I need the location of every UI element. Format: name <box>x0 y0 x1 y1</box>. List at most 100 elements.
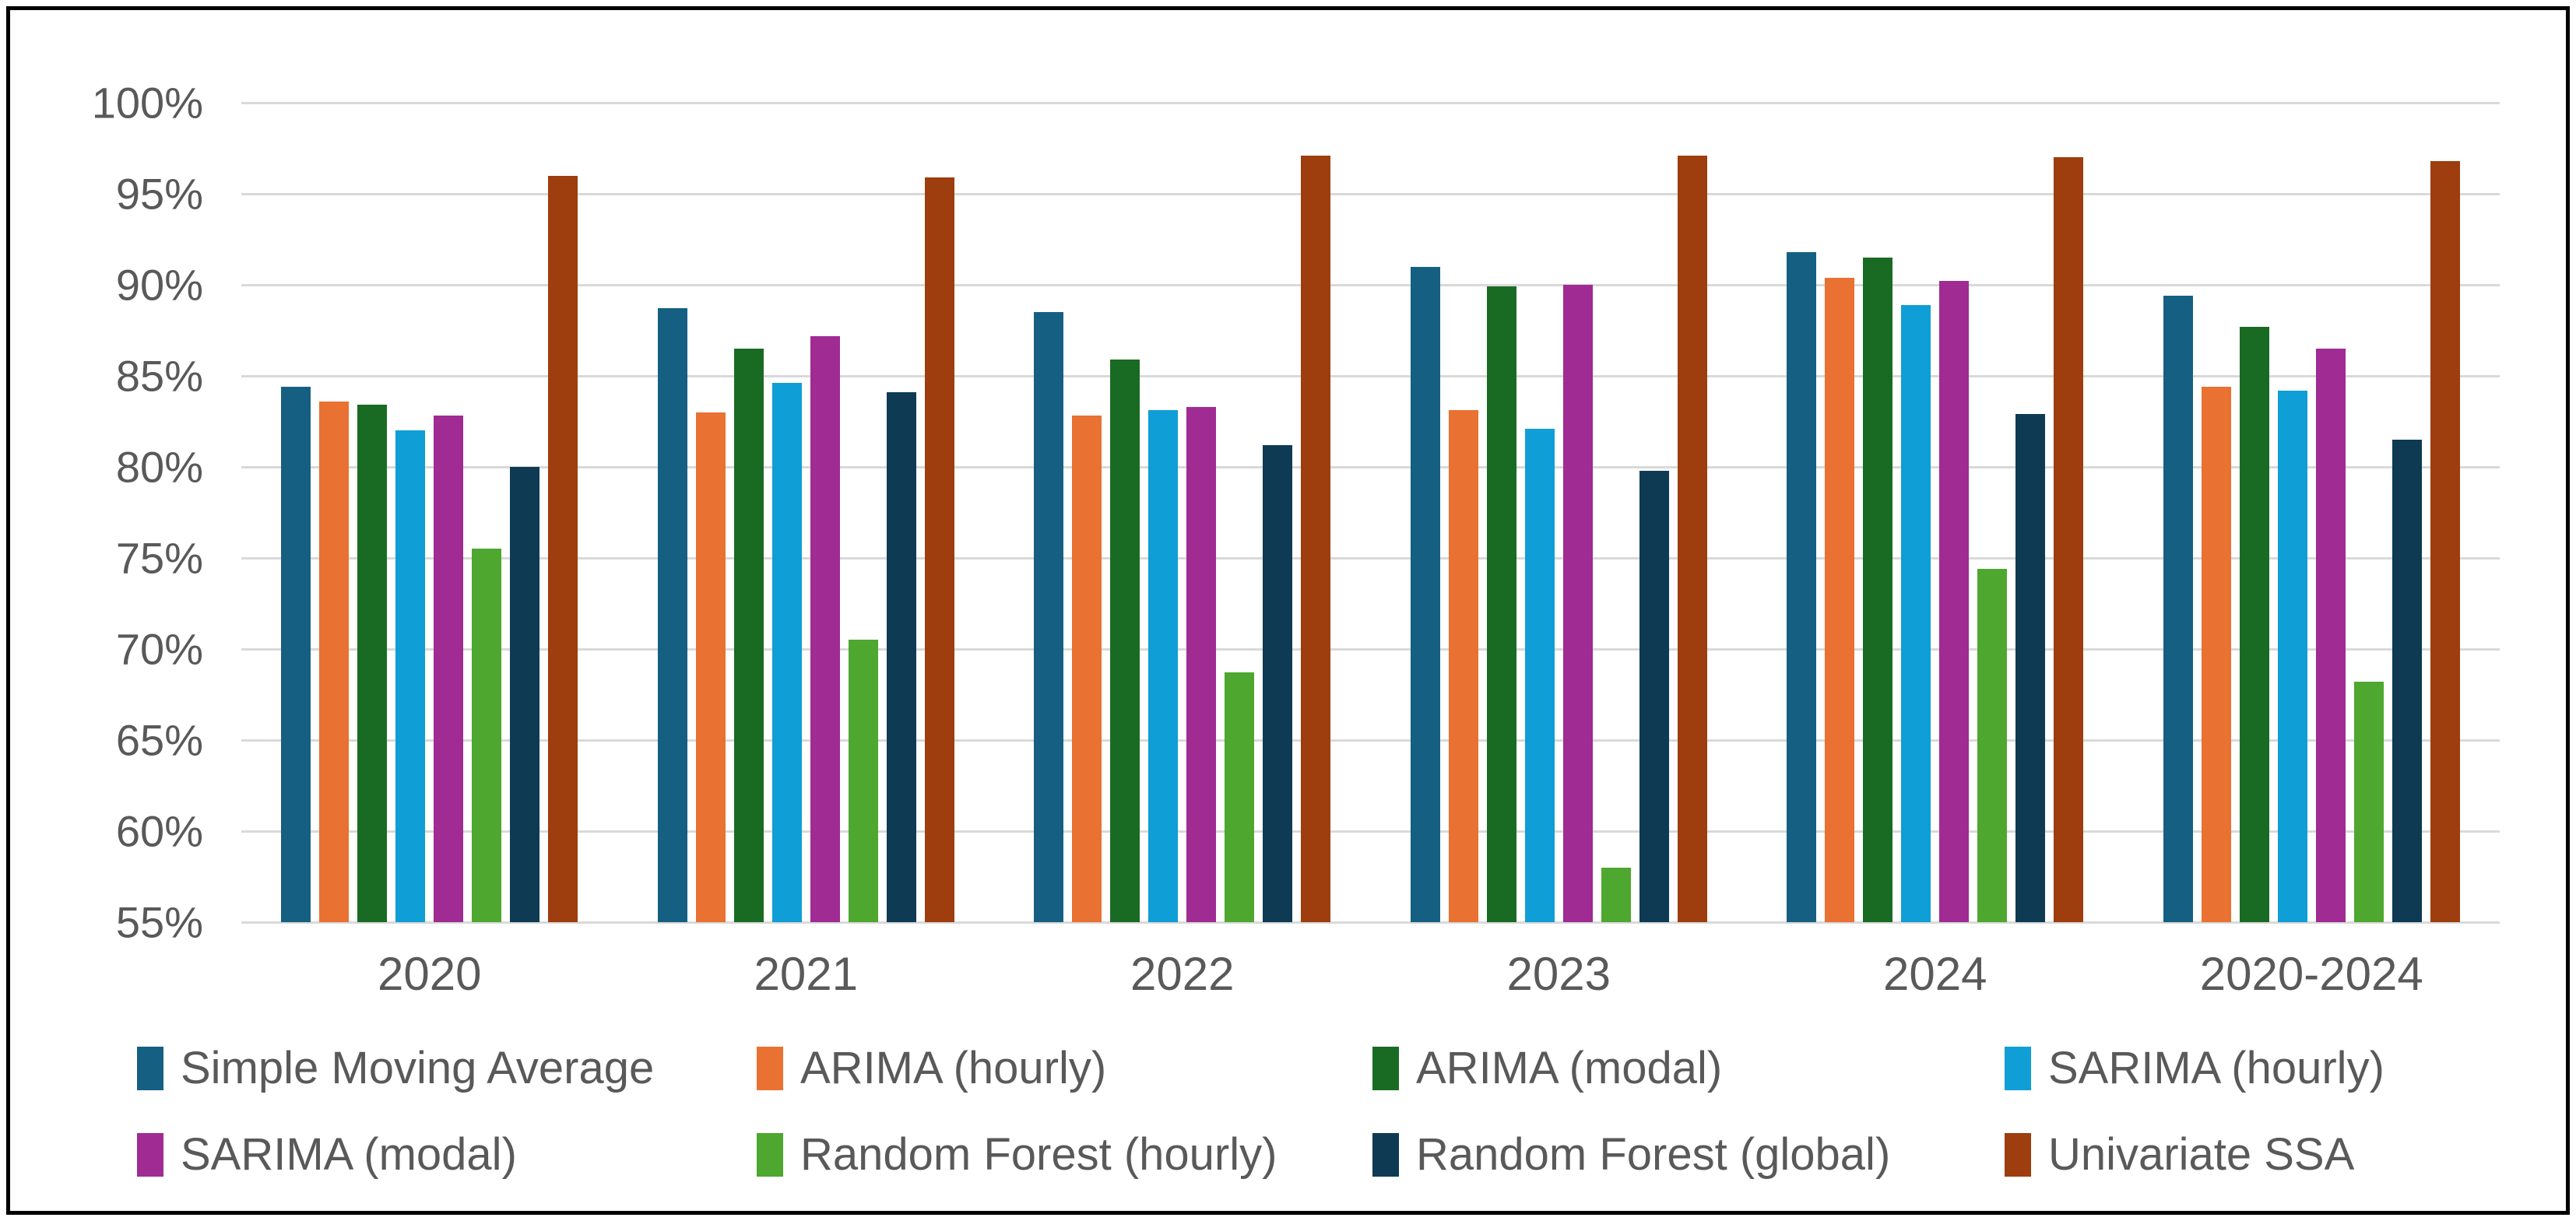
y-tick-label: 80% <box>115 442 203 492</box>
bar-simple-moving-average-2022 <box>1034 312 1064 922</box>
bar-random-forest-global-2020 <box>510 467 540 922</box>
bar-arima-modal-2024 <box>1863 257 1893 922</box>
chart-frame: 100% 95% 90% 85% 80% 75% 70% 65% 60% 55% 2020 2021… <box>6 6 2570 1215</box>
legend-item-label: ARIMA (hourly) <box>800 1043 1107 1093</box>
legend-item-sarima-modal: SARIMA (modal) <box>137 1128 757 1181</box>
bar-group-2022 <box>994 103 1371 922</box>
y-tick-label: 60% <box>115 806 203 856</box>
x-category-label: 2022 <box>1130 948 1235 1000</box>
bar-simple-moving-average-2023 <box>1410 266 1440 922</box>
bar-group-2020 <box>241 103 618 922</box>
bar-sarima-modal-2022 <box>1186 406 1217 922</box>
bar-random-forest-hourly-2021 <box>848 640 878 922</box>
legend-item-arima-hourly: ARIMA (hourly) <box>757 1042 1372 1094</box>
bar-random-forest-hourly-2022 <box>1225 672 1255 922</box>
gridline <box>241 102 2500 104</box>
x-category-label: 2023 <box>1506 948 1611 1000</box>
bar-group-2023 <box>1371 103 1748 922</box>
bar-arima-hourly-2020-2024 <box>2201 387 2231 922</box>
legend-item-label: SARIMA (hourly) <box>2048 1043 2384 1093</box>
y-tick-label: 70% <box>115 624 203 674</box>
legend-item-label: ARIMA (modal) <box>1416 1043 1723 1093</box>
gridline <box>241 739 2500 742</box>
bar-simple-moving-average-2021 <box>657 308 687 922</box>
y-tick-label: 65% <box>115 715 203 765</box>
bar-sarima-modal-2021 <box>810 335 840 922</box>
bar-simple-moving-average-2024 <box>1787 251 1817 922</box>
bar-random-forest-hourly-2020-2024 <box>2353 682 2384 922</box>
bar-sarima-hourly-2021 <box>771 383 802 922</box>
bar-univariate-ssa-2021 <box>924 177 954 922</box>
y-tick-label: 100% <box>91 78 203 128</box>
bar-univariate-ssa-2022 <box>1301 155 1331 922</box>
y-tick-label: 55% <box>115 897 203 947</box>
y-axis-labels: 100% 95% 90% 85% 80% 75% 70% 65% 60% 55% <box>10 79 214 947</box>
gridline <box>241 284 2500 286</box>
x-category-label: 2024 <box>1883 948 1987 1000</box>
legend-item-random-forest-hourly: Random Forest (hourly) <box>757 1128 1372 1181</box>
legend-item-random-forest-global: Random Forest (global) <box>1372 1128 2005 1181</box>
bar-univariate-ssa-2023 <box>1677 155 1707 922</box>
bar-group-2020-2024 <box>2124 103 2500 922</box>
y-tick-label: 85% <box>115 351 203 401</box>
bar-sarima-modal-2024 <box>1939 281 1970 922</box>
x-axis-labels: 2020 2021 2022 2023 2024 2020-2024 <box>241 947 2500 1009</box>
bar-sarima-hourly-2024 <box>1901 304 1931 922</box>
y-tick-label: 75% <box>115 533 203 583</box>
bar-sarima-hourly-2020 <box>395 430 426 922</box>
gridline <box>241 375 2500 377</box>
legend-item-sarima-hourly: SARIMA (hourly) <box>2005 1042 2535 1094</box>
legend-swatch-icon <box>2005 1046 2031 1090</box>
gridline <box>241 193 2500 195</box>
bar-sarima-modal-2020-2024 <box>2315 348 2346 922</box>
bar-arima-hourly-2021 <box>695 412 726 922</box>
legend-swatch-icon <box>137 1132 163 1177</box>
gridline <box>241 557 2500 560</box>
legend-swatch-icon <box>137 1046 163 1090</box>
x-category-label: 2021 <box>754 948 858 1000</box>
bar-random-forest-global-2023 <box>1639 470 1669 922</box>
bar-sarima-hourly-2022 <box>1148 410 1179 922</box>
legend-swatch-icon <box>2005 1132 2031 1177</box>
bar-univariate-ssa-2020-2024 <box>2430 160 2460 922</box>
y-tick-label: 95% <box>115 169 203 219</box>
legend-item-label: Random Forest (global) <box>1416 1129 1891 1180</box>
gridline <box>241 466 2500 468</box>
bar-arima-modal-2023 <box>1486 286 1516 922</box>
bar-sarima-modal-2020 <box>434 416 464 922</box>
legend-item-label: Random Forest (hourly) <box>800 1129 1277 1180</box>
legend-swatch-icon <box>1372 1132 1399 1177</box>
legend-item-label: Simple Moving Average <box>181 1043 655 1093</box>
bar-random-forest-global-2020-2024 <box>2391 439 2422 922</box>
gridline <box>241 648 2500 651</box>
gridline <box>241 830 2500 833</box>
bar-group-2024 <box>1747 103 2124 922</box>
bar-arima-modal-2022 <box>1110 359 1140 922</box>
bar-random-forest-hourly-2023 <box>1601 867 1631 922</box>
bar-random-forest-global-2024 <box>2015 414 2046 922</box>
x-category-label: 2020-2024 <box>2199 948 2423 1000</box>
legend-swatch-icon <box>1372 1046 1399 1090</box>
bar-univariate-ssa-2024 <box>2054 157 2084 922</box>
bar-arima-modal-2020 <box>357 405 388 922</box>
bar-sarima-hourly-2020-2024 <box>2277 390 2307 922</box>
legend-item-simple-moving-average: Simple Moving Average <box>137 1042 757 1094</box>
legend-swatch-icon <box>757 1046 783 1090</box>
bar-arima-modal-2021 <box>733 348 764 922</box>
legend-item-univariate-ssa: Univariate SSA <box>2005 1128 2535 1181</box>
bar-simple-moving-average-2020-2024 <box>2163 296 2193 922</box>
bar-simple-moving-average-2020 <box>281 387 311 922</box>
plot-area <box>241 102 2500 924</box>
bar-group-2021 <box>618 103 995 922</box>
legend-swatch-icon <box>757 1132 783 1177</box>
bar-arima-modal-2020-2024 <box>2239 326 2269 922</box>
bar-sarima-modal-2023 <box>1562 285 1593 922</box>
legend-item-label: SARIMA (modal) <box>181 1129 517 1180</box>
bar-arima-hourly-2022 <box>1072 416 1102 922</box>
x-category-label: 2020 <box>378 948 482 1000</box>
bar-arima-hourly-2024 <box>1825 277 1855 922</box>
bar-random-forest-global-2021 <box>886 392 916 922</box>
bar-arima-hourly-2023 <box>1448 410 1478 922</box>
y-tick-label: 90% <box>115 260 203 310</box>
bar-random-forest-global-2022 <box>1263 444 1293 922</box>
